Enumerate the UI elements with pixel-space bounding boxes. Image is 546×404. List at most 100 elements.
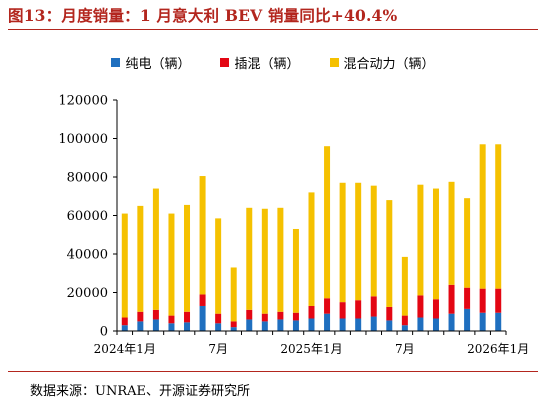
bar-phev <box>246 309 253 320</box>
bar-hev <box>401 256 408 316</box>
bar-hev <box>292 228 299 313</box>
bar-hev <box>432 188 439 300</box>
bar-hev <box>339 182 346 303</box>
bar-phev <box>339 302 346 319</box>
bar-phev <box>184 311 191 323</box>
bar-bev <box>417 317 424 331</box>
x-tick-label: 2026年1月 <box>467 342 529 356</box>
bar-phev <box>137 311 144 322</box>
y-tick-label: 100000 <box>58 132 108 147</box>
bar-hev <box>479 144 486 289</box>
bar-phev <box>355 300 362 319</box>
bar-bev <box>137 321 144 332</box>
bar-bev <box>495 312 502 331</box>
bar-hev <box>152 188 159 310</box>
bar-bev <box>324 313 331 331</box>
bar-phev <box>448 284 455 314</box>
bar-bev <box>370 316 377 331</box>
bar-bev <box>246 319 253 331</box>
bar-hev <box>448 181 455 285</box>
bar-bev <box>261 321 268 332</box>
title-rule <box>8 29 538 30</box>
bar-bev <box>277 319 284 331</box>
bar-phev <box>308 305 315 319</box>
bar-bev <box>386 320 393 331</box>
bar-bev <box>479 312 486 331</box>
bar-bev <box>230 327 237 331</box>
bar-hev <box>495 144 502 289</box>
legend-swatch-hev <box>329 58 339 67</box>
bar-phev <box>432 299 439 319</box>
bar-bev <box>401 325 408 331</box>
bar-hev <box>121 213 128 318</box>
y-tick-label: 60000 <box>67 209 108 224</box>
bar-bev <box>355 318 362 331</box>
bar-phev <box>401 315 408 326</box>
bar-phev <box>386 306 393 321</box>
x-tick-label: 7月 <box>395 342 415 356</box>
legend-swatch-bev <box>111 58 121 67</box>
source-note: 数据来源：UNRAE、开源证券研究所 <box>30 384 250 399</box>
bar-bev <box>292 320 299 331</box>
legend-item-hev: 混合动力（辆） <box>329 53 435 72</box>
bar-phev <box>479 288 486 313</box>
bar-bev <box>432 318 439 331</box>
legend-item-phev: 插混（辆） <box>220 53 300 72</box>
source-rule <box>8 371 538 372</box>
bar-bev <box>339 318 346 331</box>
bar-bev <box>215 323 222 331</box>
y-tick-label: 0 <box>100 325 108 340</box>
bar-bev <box>184 322 191 331</box>
x-tick-label: 2025年1月 <box>280 342 342 356</box>
bar-phev <box>199 294 206 306</box>
bar-hev <box>199 176 206 295</box>
legend-swatch-phev <box>220 58 230 67</box>
legend-label-hev: 混合动力（辆） <box>343 57 435 72</box>
bar-phev <box>292 312 299 321</box>
bar-phev <box>121 317 128 326</box>
bar-hev <box>355 182 362 301</box>
bar-hev <box>308 192 315 306</box>
bar-phev <box>464 287 471 309</box>
figure-title: 图13：月度销量：1 月意大利 BEV 销量同比+40.4% <box>8 6 398 25</box>
bar-phev <box>370 296 377 317</box>
bar-hev <box>277 207 284 312</box>
y-tick-label: 40000 <box>67 248 108 263</box>
bar-hev <box>168 213 175 316</box>
bar-hev <box>324 146 331 299</box>
bar-phev <box>168 315 175 324</box>
bar-phev <box>495 288 502 313</box>
bar-hev <box>246 207 253 310</box>
bar-phev <box>215 313 222 324</box>
x-tick-label: 2024年1月 <box>94 342 156 356</box>
bar-phev <box>417 295 424 318</box>
bar-bev <box>152 319 159 331</box>
bar-bev <box>308 318 315 331</box>
bar-phev <box>261 313 268 322</box>
bar-phev <box>152 309 159 320</box>
bar-phev <box>277 311 284 320</box>
bar-phev <box>230 321 237 328</box>
bar-phev <box>324 298 331 314</box>
bar-hev <box>417 184 424 296</box>
bar-hev <box>137 205 144 312</box>
y-tick-label: 80000 <box>67 171 108 186</box>
y-tick-label: 20000 <box>67 286 108 301</box>
x-tick-label: 7月 <box>208 342 228 356</box>
bar-bev <box>199 305 206 331</box>
bar-bev <box>448 313 455 331</box>
bar-hev <box>230 267 237 322</box>
bar-bev <box>464 308 471 331</box>
bar-bev <box>121 325 128 331</box>
bar-hev <box>370 185 377 297</box>
legend-label-phev: 插混（辆） <box>234 57 300 72</box>
bar-hev <box>184 204 191 312</box>
legend-item-bev: 纯电（辆） <box>111 53 190 72</box>
bar-bev <box>168 323 175 331</box>
stacked-bar-chart: 0 20000 40000 60000 80000 100000 120000 2024年1月… <box>58 94 529 357</box>
bar-hev <box>215 218 222 314</box>
bar-hev <box>261 208 268 314</box>
bar-hev <box>386 200 393 307</box>
legend-label-bev: 纯电（辆） <box>125 57 191 72</box>
y-tick-label: 120000 <box>58 94 108 109</box>
